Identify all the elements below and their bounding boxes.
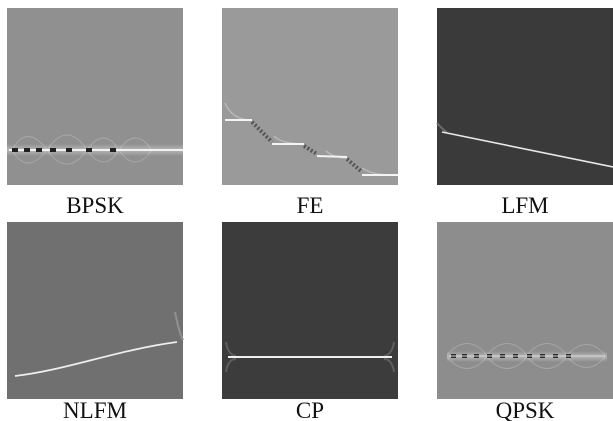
- panel-label: BPSK: [66, 193, 124, 218]
- panel-qpsk: [437, 222, 613, 399]
- spectrogram: [437, 222, 613, 399]
- panel-fe: [222, 8, 398, 185]
- spectrogram: [222, 222, 398, 399]
- spectrogram: [222, 8, 398, 185]
- panel-nlfm: [7, 222, 183, 399]
- spectrogram: [437, 8, 613, 185]
- figure: BPSK FE LFM NLFM CP QPSK: [0, 0, 613, 421]
- panel-label: FE: [297, 193, 324, 218]
- panel-label: CP: [296, 398, 324, 421]
- panel-label: NLFM: [63, 398, 127, 421]
- page: BPSK FE LFM NLFM CP QPSK (() => { const …: [0, 0, 613, 421]
- panel-label: QPSK: [496, 398, 555, 421]
- panel-label: LFM: [501, 193, 548, 218]
- panel-bpsk: [7, 8, 183, 185]
- panel-cp: [222, 222, 398, 399]
- panel-lfm: [437, 8, 613, 185]
